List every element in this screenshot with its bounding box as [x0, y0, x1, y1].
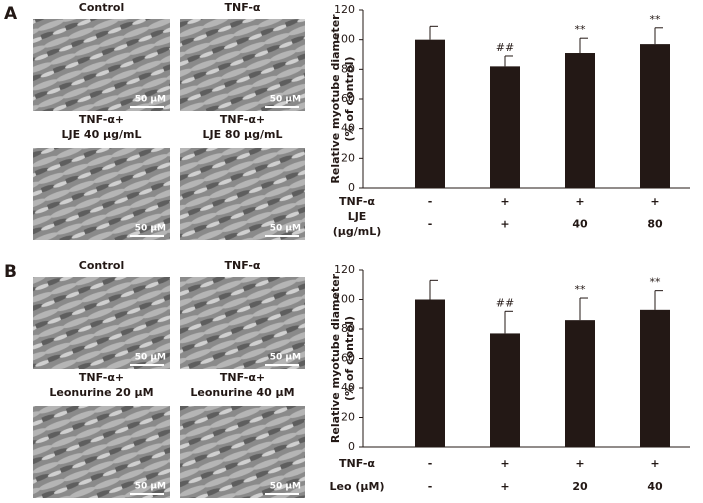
y-tick-label: 40	[341, 122, 355, 135]
micrograph	[33, 19, 170, 111]
y-axis-label: (% of control)	[343, 316, 356, 401]
image-caption: LJE 80 μg/mL	[202, 128, 282, 141]
micrograph	[33, 277, 170, 369]
image-caption: Control	[79, 1, 124, 14]
image-caption: Control	[79, 259, 124, 272]
condition-label: TNF-α	[339, 457, 375, 470]
y-tick-label: 0	[348, 181, 355, 194]
scale-bar-label: 50 μM	[270, 482, 301, 492]
bar	[640, 44, 670, 188]
y-tick-label: 60	[341, 352, 355, 365]
micrograph	[33, 406, 170, 498]
condition-value: +	[650, 195, 659, 208]
y-axis-label: Relative myotube diameter	[329, 14, 342, 184]
y-tick-label: 20	[341, 151, 355, 164]
scale-bar-label: 50 μM	[135, 224, 166, 234]
significance-label: **	[650, 276, 662, 289]
micrograph	[180, 406, 305, 498]
y-tick-label: 0	[348, 440, 355, 453]
y-tick-label: 60	[341, 92, 355, 105]
condition-value: +	[575, 195, 584, 208]
condition-value: +	[500, 218, 509, 231]
panel-letter: A	[4, 4, 18, 24]
scale-bar-label: 50 μM	[135, 353, 166, 363]
significance-label: ##	[496, 296, 514, 309]
significance-label: **	[575, 283, 587, 296]
condition-value: 40	[572, 218, 588, 231]
bar	[415, 299, 445, 447]
scale-bar-label: 50 μM	[135, 482, 166, 492]
y-tick-label: 40	[341, 381, 355, 394]
significance-label: ##	[496, 41, 514, 54]
condition-label: Leo (μM)	[330, 480, 385, 493]
condition-label: LJE	[348, 210, 367, 223]
bar	[640, 309, 670, 447]
y-tick-label: 20	[341, 411, 355, 424]
image-caption: TNF-α+	[220, 113, 265, 126]
condition-value: +	[500, 480, 509, 493]
condition-value: +	[500, 457, 509, 470]
y-tick-label: 80	[341, 322, 355, 335]
bar	[415, 39, 445, 188]
scale-bar-label: 50 μM	[270, 224, 301, 234]
condition-label: TNF-α	[339, 195, 375, 208]
y-tick-label: 100	[334, 293, 355, 306]
significance-label: **	[650, 13, 662, 26]
condition-value: -	[428, 218, 433, 231]
y-tick-label: 120	[334, 3, 355, 16]
y-tick-label: 80	[341, 62, 355, 75]
image-caption: TNF-α+	[79, 113, 124, 126]
image-caption: TNF-α+	[220, 371, 265, 384]
image-caption: Leonurine 20 μM	[49, 386, 153, 399]
y-tick-label: 100	[334, 33, 355, 46]
scale-bar-label: 50 μM	[135, 95, 166, 105]
panel-letter: B	[4, 262, 17, 282]
image-caption: TNF-α+	[79, 371, 124, 384]
image-caption: Leonurine 40 μM	[190, 386, 294, 399]
y-tick-label: 120	[334, 263, 355, 276]
bar	[565, 320, 595, 447]
bar	[490, 66, 520, 188]
condition-value: +	[575, 457, 584, 470]
significance-label: **	[575, 23, 587, 36]
scale-bar-label: 50 μM	[270, 353, 301, 363]
micrograph	[33, 148, 170, 240]
condition-value: 20	[572, 480, 588, 493]
condition-value: +	[650, 457, 659, 470]
condition-label: (μg/mL)	[333, 225, 382, 238]
image-caption: LJE 40 μg/mL	[61, 128, 141, 141]
micrograph	[180, 19, 305, 111]
condition-value: +	[500, 195, 509, 208]
y-axis-label: (% of control)	[343, 57, 356, 142]
micrograph	[180, 148, 305, 240]
bar	[490, 333, 520, 447]
scale-bar-label: 50 μM	[270, 95, 301, 105]
image-caption: TNF-α	[224, 1, 260, 14]
condition-value: -	[428, 195, 433, 208]
condition-value: 40	[647, 480, 663, 493]
condition-value: -	[428, 480, 433, 493]
image-caption: TNF-α	[224, 259, 260, 272]
y-axis-label: Relative myotube diameter	[329, 273, 342, 443]
bar	[565, 53, 595, 189]
condition-value: 80	[647, 218, 663, 231]
micrograph	[180, 277, 305, 369]
condition-value: -	[428, 457, 433, 470]
